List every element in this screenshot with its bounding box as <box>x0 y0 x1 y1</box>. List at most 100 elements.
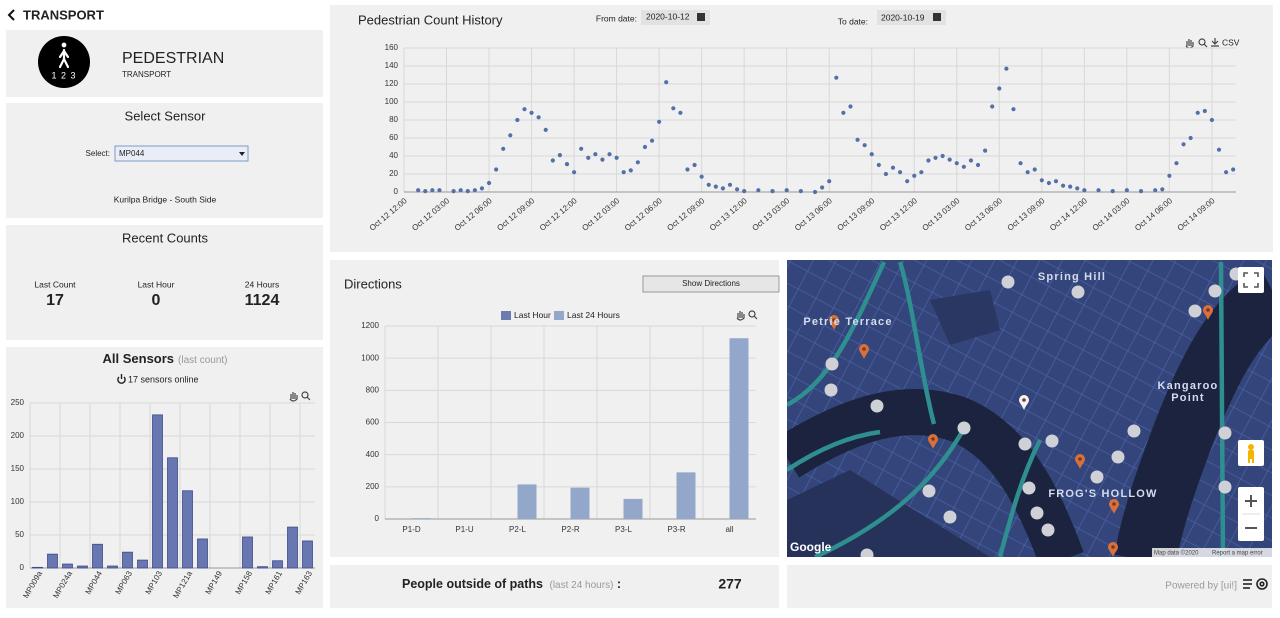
bar <box>197 538 208 569</box>
outside-paths-note: (last 24 hours) <box>549 580 613 591</box>
data-point <box>486 180 492 186</box>
data-point <box>855 137 860 142</box>
directions-toolbar[interactable] <box>736 310 758 321</box>
map-report-link[interactable]: Report a map error <box>1212 551 1263 557</box>
powered-by-logo <box>1243 578 1268 590</box>
recent-counts-panel <box>6 225 323 340</box>
bar <box>152 414 163 569</box>
to-date-input[interactable] <box>877 10 946 25</box>
x-tick-label: P1-D <box>402 525 420 534</box>
y-tick-label: 20 <box>389 169 398 178</box>
data-point <box>770 189 775 194</box>
bar <box>257 566 268 569</box>
y-tick-label: 120 <box>385 79 399 88</box>
y-tick-label: 200 <box>11 431 25 440</box>
y-tick-label: 1000 <box>361 353 379 362</box>
data-point <box>451 189 456 194</box>
history-toolbar[interactable] <box>1185 38 1219 49</box>
data-point <box>472 188 477 193</box>
y-tick-label: 600 <box>366 418 380 427</box>
all-sensors-panel <box>6 347 323 608</box>
data-point <box>508 133 513 138</box>
outside-paths-value: 277 <box>718 576 742 592</box>
data-point <box>1068 184 1073 189</box>
data-point <box>947 157 952 162</box>
data-point <box>1223 170 1229 175</box>
data-point <box>798 189 803 194</box>
data-point <box>933 155 938 160</box>
back-arrow[interactable] <box>7 9 15 21</box>
bar <box>77 565 88 569</box>
count-value: 0 <box>152 292 161 309</box>
data-point <box>1195 110 1200 115</box>
y-tick-label: 100 <box>11 497 25 506</box>
count-value: 17 <box>46 292 64 309</box>
map-label: Spring Hill <box>1038 271 1106 283</box>
outside-paths-label: People outside of paths <box>402 577 543 591</box>
outside-paths-text: People outside of paths (last 24 hours) … <box>402 577 621 591</box>
select-sensor-title: Select Sensor <box>125 108 207 123</box>
data-point <box>571 170 577 175</box>
from-date-label: From date: <box>596 13 637 23</box>
data-point <box>699 174 704 179</box>
data-point <box>713 184 718 189</box>
bar <box>107 565 118 569</box>
data-point <box>1053 179 1059 184</box>
data-point <box>912 173 917 178</box>
sensors-toolbar[interactable] <box>289 391 311 402</box>
y-tick-label: 200 <box>366 482 380 491</box>
data-point <box>1032 167 1037 172</box>
data-point <box>990 104 995 109</box>
from-date-input[interactable] <box>641 10 710 25</box>
x-tick-label: P3-L <box>615 525 632 534</box>
data-point <box>1188 135 1193 141</box>
data-point <box>1039 178 1044 183</box>
y-tick-label: 140 <box>385 61 399 70</box>
data-point <box>975 162 981 168</box>
data-point <box>1181 142 1186 147</box>
data-point <box>848 104 853 109</box>
data-point <box>876 162 881 168</box>
data-point <box>1138 189 1144 194</box>
data-point <box>820 185 825 190</box>
data-point <box>734 187 740 192</box>
data-point <box>756 188 761 193</box>
data-point <box>1202 108 1207 114</box>
map[interactable] <box>787 260 1275 562</box>
data-point <box>593 152 598 157</box>
data-point <box>628 168 633 173</box>
data-point <box>437 188 442 193</box>
to-date-value: 2020-10-19 <box>881 12 925 22</box>
data-point <box>664 80 669 85</box>
data-point <box>621 170 626 175</box>
button-label: Show Directions <box>682 279 740 288</box>
y-tick-label: 0 <box>375 514 380 523</box>
data-point <box>1124 188 1129 193</box>
data-point <box>1018 161 1023 166</box>
count-label: 24 Hours <box>245 279 280 289</box>
data-point <box>564 162 570 167</box>
data-point <box>983 148 988 153</box>
data-point <box>784 188 789 193</box>
chart-title: Pedestrian Count History <box>358 12 503 27</box>
y-tick-label: 0 <box>394 187 399 196</box>
bar <box>122 551 133 569</box>
show-directions-button[interactable] <box>642 275 780 293</box>
data-point <box>494 167 499 172</box>
data-point <box>557 153 563 158</box>
data-point <box>579 146 584 151</box>
sensor-type-category: TRANSPORT <box>122 70 171 79</box>
outside-paths-panel <box>330 565 779 608</box>
y-tick-label: 100 <box>385 97 399 106</box>
bar <box>182 490 193 569</box>
y-tick-label: 1200 <box>361 321 379 330</box>
sensor-dropdown[interactable] <box>114 145 249 162</box>
sensor-status: 17 sensors online <box>128 374 199 384</box>
data-point <box>649 138 655 143</box>
data-point <box>727 182 733 187</box>
bar <box>62 563 73 569</box>
data-point <box>543 127 548 132</box>
data-point <box>1075 186 1080 191</box>
data-point <box>812 189 818 195</box>
y-tick-label: 50 <box>15 530 24 539</box>
